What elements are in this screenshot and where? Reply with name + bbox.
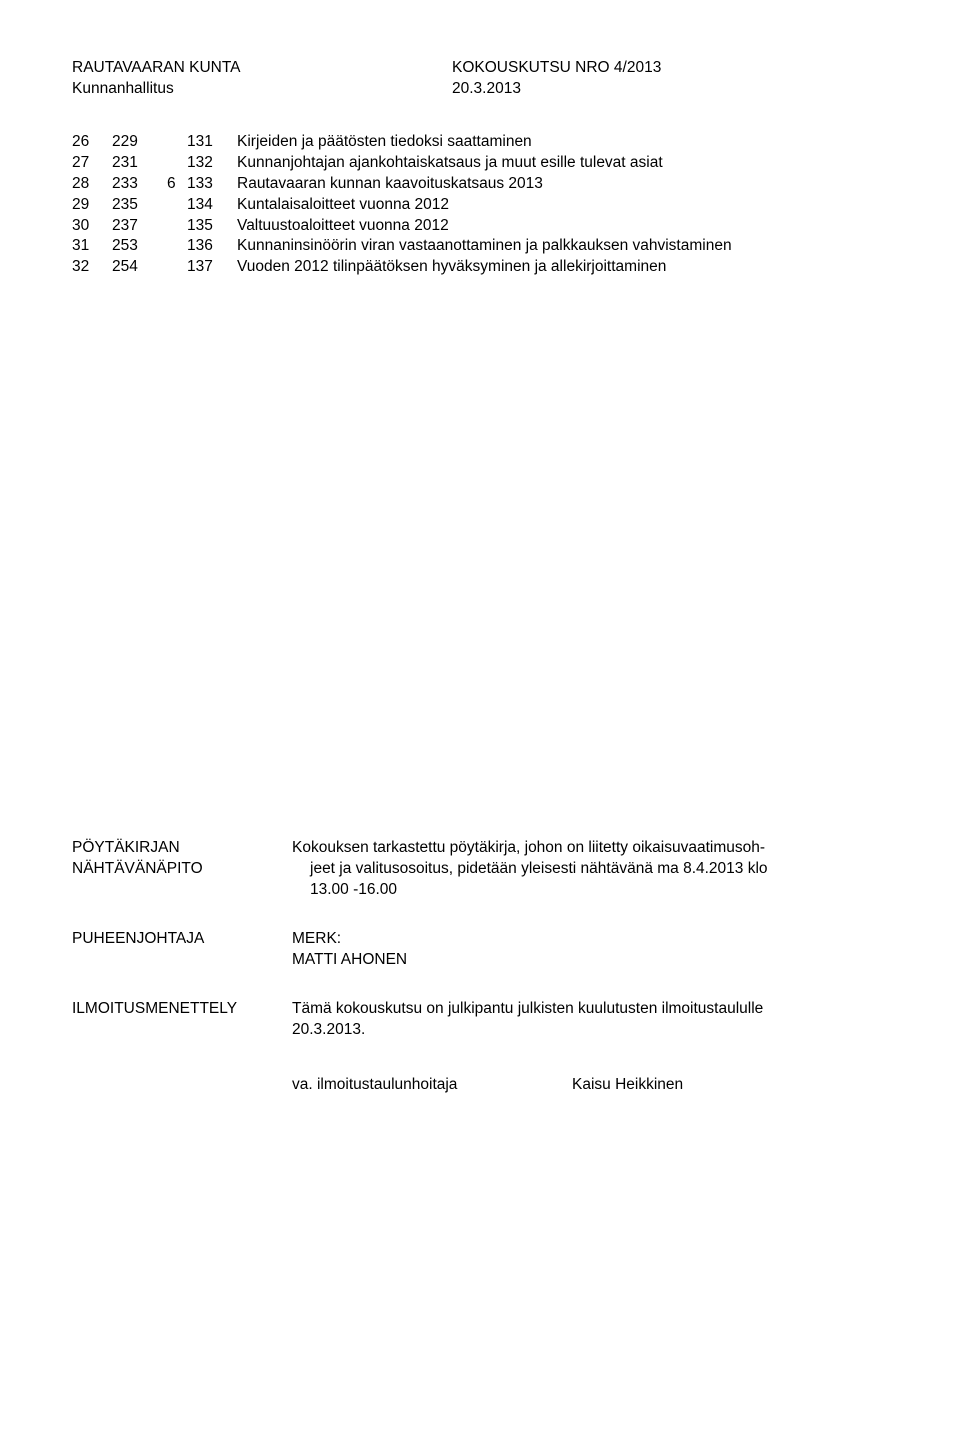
lower-sections: PÖYTÄKIRJAN NÄHTÄVÄNÄPITO Kokouksen tark…: [72, 838, 888, 1095]
minutes-label-line2: NÄHTÄVÄNÄPITO: [72, 859, 292, 880]
agenda-col-a: 28: [72, 174, 112, 195]
notice-body: Tämä kokouskutsu on julkipantu julkisten…: [292, 999, 888, 1041]
board-name: Kunnanhallitus: [72, 79, 452, 100]
agenda-col-a: 32: [72, 257, 112, 278]
agenda-col-d: 136: [187, 236, 237, 257]
footer-spacer: [72, 1075, 292, 1096]
agenda-col-b: 233: [112, 174, 167, 195]
agenda-col-c: [167, 236, 187, 257]
agenda-col-e: Rautavaaran kunnan kaavoituskatsaus 2013: [237, 174, 888, 195]
chair-section: PUHEENJOHTAJA MERK: MATTI AHONEN: [72, 929, 888, 971]
agenda-col-e: Kuntalaisaloitteet vuonna 2012: [237, 195, 888, 216]
minutes-body: Kokouksen tarkastettu pöytäkirja, johon …: [292, 838, 888, 901]
agenda-col-c: [167, 257, 187, 278]
organization-name: RAUTAVAARAN KUNTA: [72, 58, 452, 79]
header-left: RAUTAVAARAN KUNTA Kunnanhallitus: [72, 58, 452, 100]
agenda-col-e: Kunnanjohtajan ajankohtaiskatsaus ja muu…: [237, 153, 888, 174]
agenda-col-a: 29: [72, 195, 112, 216]
agenda-col-d: 135: [187, 216, 237, 237]
agenda-row: 29 235 134 Kuntalaisaloitteet vuonna 201…: [72, 195, 888, 216]
agenda-col-d: 131: [187, 132, 237, 153]
minutes-body-line3: 13.00 -16.00: [292, 880, 888, 901]
footer-signature: va. ilmoitustaulunhoitaja Kaisu Heikkine…: [72, 1075, 888, 1096]
agenda-col-a: 26: [72, 132, 112, 153]
agenda-row: 31 253 136 Kunnaninsinöörin viran vastaa…: [72, 236, 888, 257]
agenda-row: 30 237 135 Valtuustoaloitteet vuonna 201…: [72, 216, 888, 237]
agenda-col-e: Valtuustoaloitteet vuonna 2012: [237, 216, 888, 237]
notice-section: ILMOITUSMENETTELY Tämä kokouskutsu on ju…: [72, 999, 888, 1041]
agenda-col-a: 27: [72, 153, 112, 174]
chair-body: MERK: MATTI AHONEN: [292, 929, 888, 971]
agenda-col-d: 134: [187, 195, 237, 216]
agenda-col-e: Vuoden 2012 tilinpäätöksen hyväksyminen …: [237, 257, 888, 278]
minutes-label-line1: PÖYTÄKIRJAN: [72, 838, 292, 859]
notice-label: ILMOITUSMENETTELY: [72, 999, 292, 1041]
agenda-col-a: 31: [72, 236, 112, 257]
agenda-col-a: 30: [72, 216, 112, 237]
agenda-col-b: 237: [112, 216, 167, 237]
agenda-col-b: 253: [112, 236, 167, 257]
document-date: 20.3.2013: [452, 79, 888, 100]
chair-label: PUHEENJOHTAJA: [72, 929, 292, 971]
agenda-col-b: 229: [112, 132, 167, 153]
agenda-row: 27 231 132 Kunnanjohtajan ajankohtaiskat…: [72, 153, 888, 174]
chair-merk: MERK:: [292, 929, 888, 950]
agenda-col-c: [167, 153, 187, 174]
agenda-col-d: 132: [187, 153, 237, 174]
document-title: KOKOUSKUTSU NRO 4/2013: [452, 58, 888, 79]
agenda-col-d: 133: [187, 174, 237, 195]
document-header: RAUTAVAARAN KUNTA Kunnanhallitus KOKOUSK…: [72, 58, 888, 100]
agenda-col-d: 137: [187, 257, 237, 278]
agenda-list: 26 229 131 Kirjeiden ja päätösten tiedok…: [72, 132, 888, 278]
minutes-section: PÖYTÄKIRJAN NÄHTÄVÄNÄPITO Kokouksen tark…: [72, 838, 888, 901]
chair-name: MATTI AHONEN: [292, 950, 888, 971]
agenda-row: 26 229 131 Kirjeiden ja päätösten tiedok…: [72, 132, 888, 153]
minutes-body-line1: Kokouksen tarkastettu pöytäkirja, johon …: [292, 838, 888, 859]
notice-body-line1: Tämä kokouskutsu on julkipantu julkisten…: [292, 999, 888, 1020]
page: RAUTAVAARAN KUNTA Kunnanhallitus KOKOUSK…: [0, 0, 960, 1447]
agenda-row: 28 233 6 133 Rautavaaran kunnan kaavoitu…: [72, 174, 888, 195]
minutes-body-line2: jeet ja valitusosoitus, pidetään yleises…: [292, 859, 888, 880]
agenda-col-c: 6: [167, 174, 187, 195]
footer-name: Kaisu Heikkinen: [572, 1075, 888, 1096]
notice-body-line2: 20.3.2013.: [292, 1020, 888, 1041]
agenda-col-e: Kirjeiden ja päätösten tiedoksi saattami…: [237, 132, 888, 153]
agenda-col-c: [167, 216, 187, 237]
footer-role: va. ilmoitustaulunhoitaja: [292, 1075, 572, 1096]
agenda-col-e: Kunnaninsinöörin viran vastaanottaminen …: [237, 236, 888, 257]
agenda-col-b: 254: [112, 257, 167, 278]
agenda-col-b: 231: [112, 153, 167, 174]
agenda-col-b: 235: [112, 195, 167, 216]
header-right: KOKOUSKUTSU NRO 4/2013 20.3.2013: [452, 58, 888, 100]
agenda-col-c: [167, 195, 187, 216]
agenda-col-c: [167, 132, 187, 153]
minutes-label: PÖYTÄKIRJAN NÄHTÄVÄNÄPITO: [72, 838, 292, 901]
agenda-row: 32 254 137 Vuoden 2012 tilinpäätöksen hy…: [72, 257, 888, 278]
